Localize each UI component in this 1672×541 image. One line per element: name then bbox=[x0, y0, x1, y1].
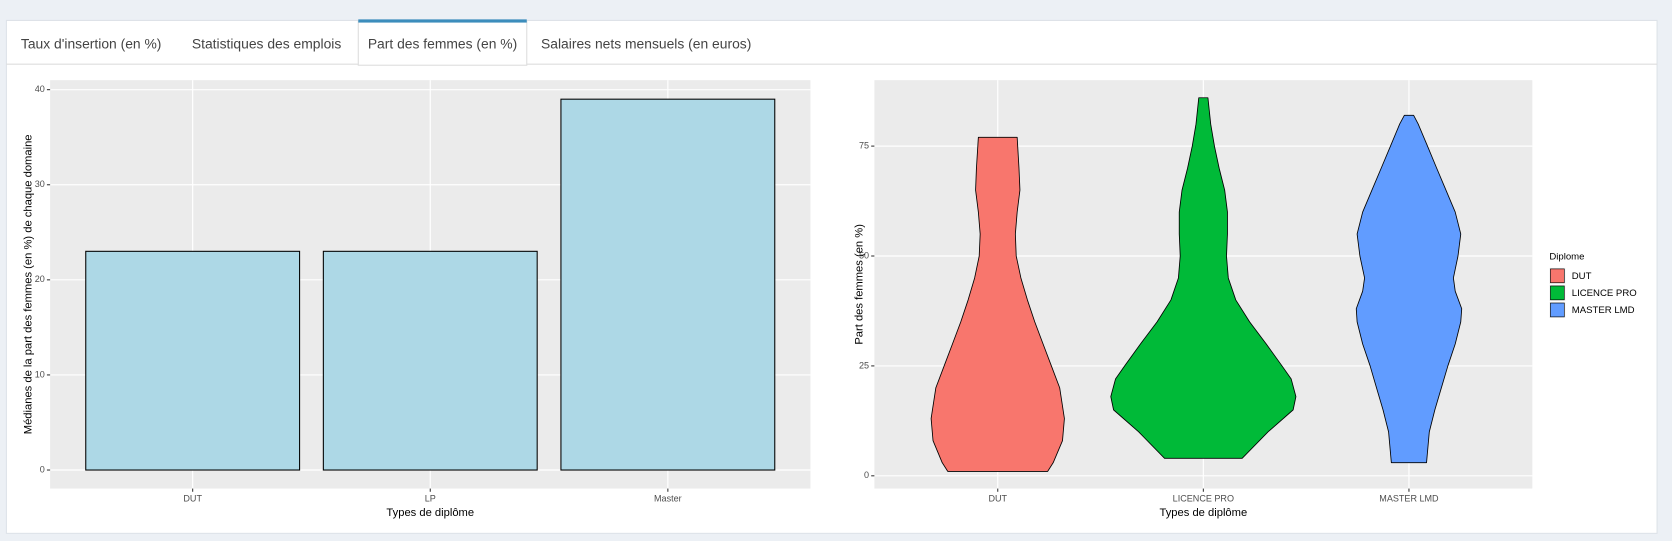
x-axis-title: Types de diplôme bbox=[386, 507, 474, 519]
tab[interactable]: Taux d'insertion (en %) bbox=[21, 36, 162, 52]
chart: 0 10 20 30 40 DUT LP Master Types de diplôme Médi… bbox=[23, 80, 811, 519]
x-axis-title: Types de diplôme bbox=[1160, 507, 1248, 519]
y-axis-title: Part des femmes (en %) bbox=[853, 224, 865, 345]
legend-swatch bbox=[1550, 285, 1565, 301]
tab-active-indicator bbox=[358, 19, 527, 23]
charts: 0 10 20 30 40 DUT LP Master Types de diplôme Médi… bbox=[23, 80, 1637, 519]
y-tick-label: 30 bbox=[35, 179, 45, 189]
tab-label[interactable]: Taux d'insertion (en %) bbox=[21, 36, 162, 52]
y-tick-label: 75 bbox=[859, 140, 869, 150]
tab-label[interactable]: Statistiques des emplois bbox=[192, 36, 342, 52]
tab-label[interactable]: Salaires nets mensuels (en euros) bbox=[541, 36, 751, 52]
y-tick-label: 50 bbox=[859, 250, 869, 260]
bar bbox=[85, 250, 301, 471]
bar bbox=[322, 250, 538, 471]
legend-title: Diplome bbox=[1549, 252, 1584, 263]
x-tick-label: MASTER LMD bbox=[1379, 494, 1439, 504]
x-tick-label: Master bbox=[654, 494, 682, 504]
y-tick-label: 0 bbox=[40, 464, 45, 474]
tab[interactable]: Statistiques des emplois bbox=[192, 36, 342, 52]
violin bbox=[930, 136, 1065, 472]
y-tick-label: 20 bbox=[35, 274, 45, 284]
tab[interactable]: Salaires nets mensuels (en euros) bbox=[541, 36, 751, 52]
chart: 0 25 50 75 DUT LICENCE PRO MASTER LMD Diplome DU… bbox=[853, 80, 1637, 519]
legend-swatch bbox=[1550, 268, 1565, 284]
y-tick-label: 0 bbox=[864, 470, 869, 480]
violin bbox=[1110, 97, 1297, 459]
legend-label: LICENCE PRO bbox=[1572, 288, 1637, 299]
x-tick-label: DUT bbox=[988, 494, 1007, 504]
y-tick-label: 25 bbox=[859, 360, 869, 370]
tab-bar: Taux d'insertion (en %) Statistiques des … bbox=[21, 19, 751, 66]
tab[interactable]: Part des femmes (en %) bbox=[357, 19, 528, 66]
bar bbox=[560, 98, 776, 471]
y-axis-title: Médianes de la part des femmes (en %) de… bbox=[23, 134, 35, 434]
x-tick-label: DUT bbox=[183, 494, 202, 504]
y-tick-label: 10 bbox=[35, 369, 45, 379]
violin bbox=[1355, 114, 1463, 464]
y-tick-label: 40 bbox=[35, 84, 45, 94]
legend-swatch bbox=[1550, 302, 1565, 318]
legend-label: DUT bbox=[1572, 271, 1592, 282]
x-tick-label: LICENCE PRO bbox=[1173, 494, 1234, 504]
x-tick-label: LP bbox=[425, 494, 436, 504]
legend-label: MASTER LMD bbox=[1572, 305, 1635, 316]
tab-label[interactable]: Part des femmes (en %) bbox=[368, 36, 517, 52]
